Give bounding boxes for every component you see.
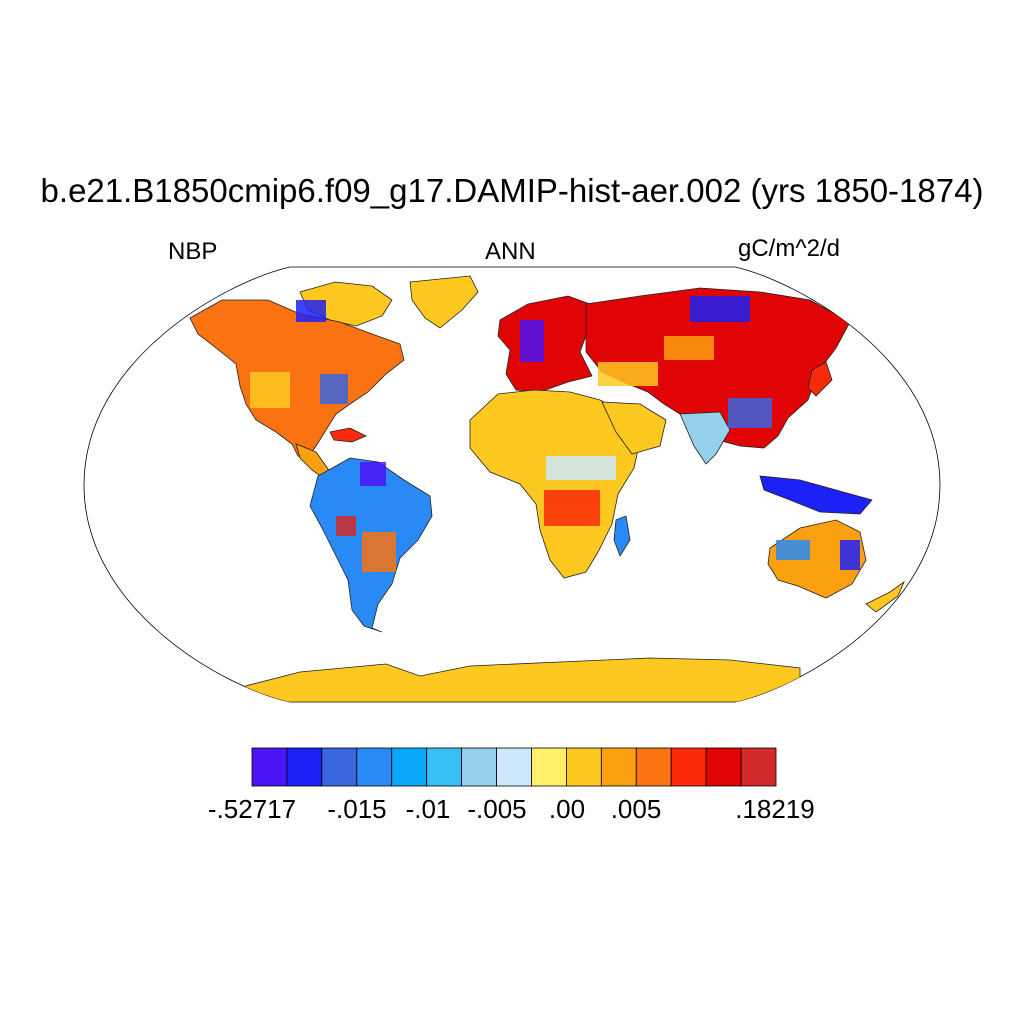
landmass-maritime-asia (759, 475, 873, 515)
landmass-madagascar (613, 515, 631, 557)
colorbar-box (321, 747, 358, 787)
landmass-arabia (601, 401, 667, 455)
field-patch (690, 296, 750, 322)
field-patch (250, 372, 290, 408)
colorbar-label-min: -.52717 (207, 794, 297, 824)
colorbar-box (740, 747, 777, 787)
colorbar-box (670, 747, 707, 787)
landmass-new-zealand (865, 580, 905, 613)
colorbar-box (426, 747, 462, 787)
field-patch (360, 462, 386, 486)
colorbar-box (356, 747, 393, 787)
colorbar (251, 747, 777, 787)
field-patch (776, 540, 810, 560)
colorbar-box (600, 747, 637, 787)
landmass-asia (585, 287, 851, 449)
colorbar-box (286, 747, 323, 787)
colorbar-box (496, 747, 532, 787)
field-patch (598, 362, 658, 386)
colorbar-label-neg01: -.01 (405, 794, 451, 824)
landmass-north-america (189, 299, 405, 461)
colorbar-box (635, 747, 672, 787)
landmass-africa (469, 389, 641, 579)
variable-label: NBP (168, 238, 218, 265)
colorbar-label-zero: .00 (548, 794, 586, 824)
landmass-antarctica (229, 657, 801, 702)
field-patch (664, 336, 714, 360)
colorbar-box (705, 747, 742, 787)
landmass-caribbean (329, 427, 367, 443)
landmass-india (679, 411, 731, 465)
colorbar-box (391, 747, 428, 787)
field-patch (546, 456, 616, 480)
colorbar-label-max: .18219 (735, 794, 815, 824)
plot-title: b.e21.B1850cmip6.f09_g17.DAMIP-hist-aer.… (40, 172, 984, 209)
colorbar-label-neg005: -.005 (467, 794, 527, 824)
field-patch (362, 532, 396, 572)
field-patch (296, 300, 326, 322)
units-label: gC/m^2/d (738, 235, 840, 262)
landmass-greenland (409, 275, 479, 329)
colorbar-box (461, 747, 497, 787)
colorbar-label-pos005: .005 (610, 794, 662, 824)
field-patch (336, 516, 356, 536)
colorbar-label-neg015: -.015 (327, 794, 387, 824)
colorbar-box (531, 747, 567, 787)
field-patch (544, 490, 600, 526)
colorbar-box (251, 747, 288, 787)
colorbar-box (566, 747, 602, 787)
landmass-japan (807, 361, 833, 397)
field-patch (320, 374, 348, 404)
field-patch (728, 398, 772, 428)
field-patch (520, 320, 544, 362)
season-label: ANN (485, 238, 536, 265)
field-patch (840, 540, 860, 570)
landmass-australia (767, 519, 867, 599)
